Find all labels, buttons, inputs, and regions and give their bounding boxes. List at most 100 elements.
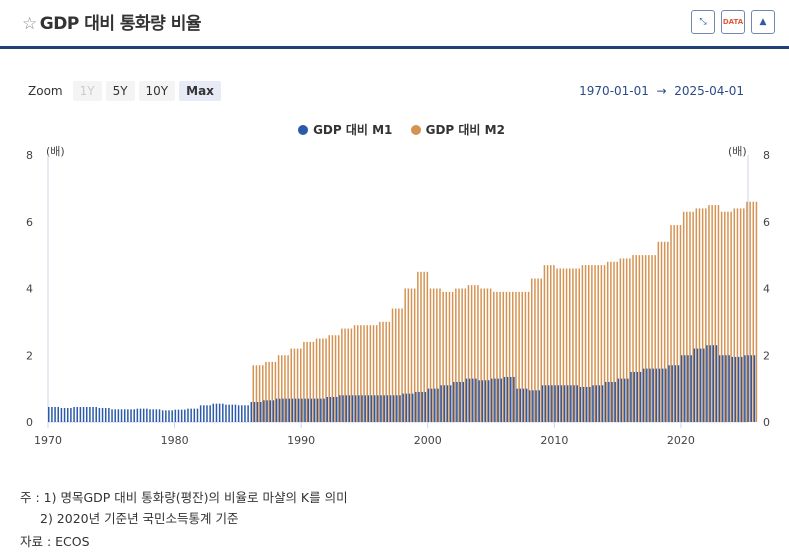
zoom-5y-button[interactable]: 5Y [105,81,135,101]
bar-m1 [225,404,227,422]
bar-m2 [654,255,656,422]
y-tick-left: 0 [26,416,33,429]
bar-m2 [385,321,387,422]
bar-m1 [269,400,272,422]
bar-m1 [60,407,63,422]
x-tick-label: 2020 [667,434,695,447]
bar-m2 [467,285,470,422]
bar-m1 [114,409,116,422]
legend-m2-marker [410,125,421,135]
bar-m2 [546,265,549,422]
bar-m2 [543,265,546,422]
legend-m1[interactable]: GDP 대비 M1 [313,123,393,137]
bar-m1 [171,410,173,422]
star-icon[interactable]: ☆ [22,14,37,34]
bar-m2 [730,211,732,422]
bar-m1 [595,385,597,422]
bar-m1 [582,386,585,422]
y-tick-left: 4 [26,283,33,296]
range-to[interactable]: 2025-04-01 [674,84,744,98]
bar-m2 [508,291,511,422]
collapse-icon[interactable]: ⤡ [691,10,715,34]
bar-m1 [241,405,243,422]
bar-m2 [328,335,330,422]
bar-m1 [250,401,253,422]
bar-m2 [632,255,634,422]
zoom-max-button[interactable]: Max [179,81,221,101]
y-tick-right: 2 [763,349,770,362]
bar-m2 [455,288,457,422]
bar-m1 [560,385,563,422]
bar-m1 [304,398,306,422]
bar-m1 [282,398,284,422]
bar-m1 [263,400,265,422]
bar-m1 [117,409,120,422]
bar-m2 [426,271,429,422]
bar-m1 [247,405,249,422]
bar-m2 [300,348,302,422]
bar-m2 [407,288,410,422]
bar-m2 [341,328,343,422]
bar-m1 [487,380,490,422]
bar-m2 [404,288,406,422]
bar-m2 [515,291,517,422]
title-text: GDP 대비 통화량 비율 [39,14,202,34]
bar-m1 [459,381,461,422]
legend-m2[interactable]: GDP 대비 M2 [425,123,505,137]
zoom-1y-button[interactable]: 1Y [72,81,102,101]
bar-m2 [540,278,543,422]
bar-m1 [585,386,588,422]
bar-m1 [706,345,708,422]
bar-m1 [260,401,262,422]
bar-m1 [152,409,154,422]
data-download-icon[interactable]: DATA [721,10,745,34]
image-download-icon[interactable]: ▲ [751,10,775,34]
bar-m1 [386,395,389,422]
y-tick-right: 0 [763,416,770,429]
bar-m1 [275,398,278,422]
bar-m1 [405,393,408,422]
bar-m2 [337,335,340,422]
bar-m1 [652,368,654,422]
bar-m1 [127,409,129,422]
bar-m1 [557,385,559,422]
bar-m1 [51,406,53,422]
source: 자료 : ECOS [20,534,90,549]
bar-m1 [551,385,553,422]
bar-m1 [320,398,322,422]
bar-m1 [291,398,294,422]
bar-m2 [356,325,359,422]
bar-m1 [541,385,544,422]
bar-m1 [722,355,724,422]
bar-m1 [453,381,455,422]
bar-m1 [57,406,59,422]
bar-m1 [196,408,199,422]
bar-m2 [739,208,742,422]
bar-m2 [553,265,555,422]
bar-m1 [449,385,452,422]
bar-m2 [572,268,574,422]
range-from[interactable]: 1970-01-01 [579,84,649,98]
bar-m1 [601,385,604,422]
zoom-10y-button[interactable]: 10Y [138,81,176,101]
bar-m2 [369,325,372,422]
bar-m1 [82,406,85,422]
bar-m1 [48,406,50,422]
bar-m2 [344,328,346,422]
bar-m2 [534,278,536,422]
y-unit-right: (배) [728,145,747,158]
bar-m1 [456,381,458,422]
bar-m1 [668,365,670,422]
bar-m2 [692,211,694,422]
bar-m2 [584,265,587,422]
bar-m2 [363,325,365,422]
bar-m1 [693,348,696,422]
bar-m2 [470,285,473,422]
bar-m2 [334,335,337,422]
bar-m2 [413,288,416,422]
bar-m1 [677,365,680,422]
bar-m2 [489,288,492,422]
bar-m1 [149,409,151,422]
bar-m1 [326,396,328,422]
x-tick-label: 2010 [540,434,568,447]
